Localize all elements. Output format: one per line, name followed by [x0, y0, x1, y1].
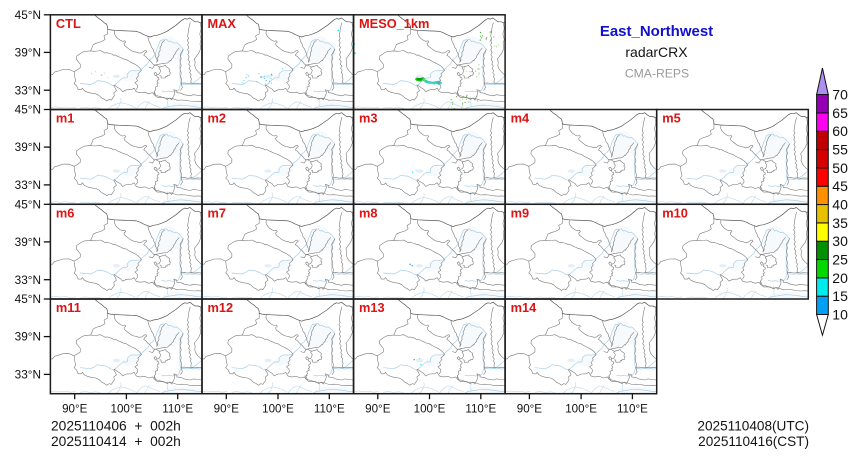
- svg-text:100°E: 100°E: [414, 403, 446, 416]
- svg-text:m4: m4: [511, 111, 530, 126]
- svg-text:radarCRX: radarCRX: [625, 44, 688, 60]
- svg-text:MESO_1km: MESO_1km: [359, 16, 429, 31]
- svg-text:2025110416(CST): 2025110416(CST): [698, 434, 809, 449]
- svg-text:30: 30: [832, 233, 848, 249]
- svg-text:m1: m1: [56, 111, 75, 126]
- svg-text:100°E: 100°E: [111, 403, 143, 416]
- svg-text:39°N: 39°N: [15, 330, 41, 344]
- svg-text:m7: m7: [208, 206, 227, 221]
- svg-text:m2: m2: [208, 111, 227, 126]
- svg-text:m8: m8: [359, 206, 378, 221]
- svg-text:2025110406 + 002h: 2025110406 + 002h: [51, 419, 181, 434]
- svg-text:CMA-REPS: CMA-REPS: [625, 67, 689, 81]
- svg-text:45: 45: [832, 178, 848, 194]
- svg-text:10: 10: [832, 306, 848, 322]
- svg-text:m10: m10: [662, 206, 688, 221]
- svg-text:20: 20: [832, 270, 848, 286]
- svg-text:m11: m11: [56, 300, 81, 315]
- svg-text:CTL: CTL: [56, 16, 81, 31]
- svg-text:90°E: 90°E: [214, 403, 240, 416]
- svg-text:40: 40: [832, 197, 848, 213]
- svg-text:45°N: 45°N: [15, 197, 41, 211]
- svg-text:45°N: 45°N: [15, 8, 41, 22]
- svg-text:55: 55: [832, 142, 848, 158]
- svg-text:2025110408(UTC): 2025110408(UTC): [697, 419, 809, 434]
- svg-text:m13: m13: [359, 300, 385, 315]
- svg-text:110°E: 110°E: [162, 403, 193, 416]
- svg-text:33°N: 33°N: [15, 83, 41, 97]
- svg-text:m12: m12: [208, 300, 234, 315]
- svg-text:2025110414 + 002h: 2025110414 + 002h: [51, 434, 181, 449]
- svg-text:90°E: 90°E: [365, 403, 391, 416]
- svg-text:39°N: 39°N: [15, 235, 41, 249]
- svg-text:33°N: 33°N: [15, 178, 41, 192]
- svg-text:25: 25: [832, 251, 848, 267]
- svg-text:100°E: 100°E: [565, 403, 597, 416]
- svg-text:m6: m6: [56, 206, 75, 221]
- svg-text:35: 35: [832, 215, 848, 231]
- svg-text:39°N: 39°N: [15, 140, 41, 154]
- svg-text:110°E: 110°E: [617, 403, 648, 416]
- svg-text:110°E: 110°E: [465, 403, 496, 416]
- svg-text:60: 60: [832, 123, 848, 139]
- svg-text:m3: m3: [359, 111, 378, 126]
- svg-text:m5: m5: [662, 111, 681, 126]
- svg-text:45°N: 45°N: [15, 103, 41, 117]
- svg-text:50: 50: [832, 160, 848, 176]
- svg-text:East_Northwest: East_Northwest: [600, 23, 713, 40]
- svg-text:90°E: 90°E: [517, 403, 543, 416]
- svg-text:65: 65: [832, 105, 848, 121]
- svg-text:70: 70: [832, 87, 848, 103]
- svg-text:m9: m9: [511, 206, 529, 221]
- svg-text:100°E: 100°E: [262, 403, 294, 416]
- svg-text:45°N: 45°N: [15, 292, 41, 306]
- svg-text:m14: m14: [511, 300, 537, 315]
- svg-text:110°E: 110°E: [314, 403, 345, 416]
- svg-text:90°E: 90°E: [62, 403, 88, 416]
- svg-text:39°N: 39°N: [15, 46, 41, 60]
- svg-text:15: 15: [832, 288, 848, 304]
- svg-text:33°N: 33°N: [15, 273, 41, 287]
- svg-text:MAX: MAX: [208, 16, 237, 31]
- svg-text:33°N: 33°N: [15, 368, 41, 382]
